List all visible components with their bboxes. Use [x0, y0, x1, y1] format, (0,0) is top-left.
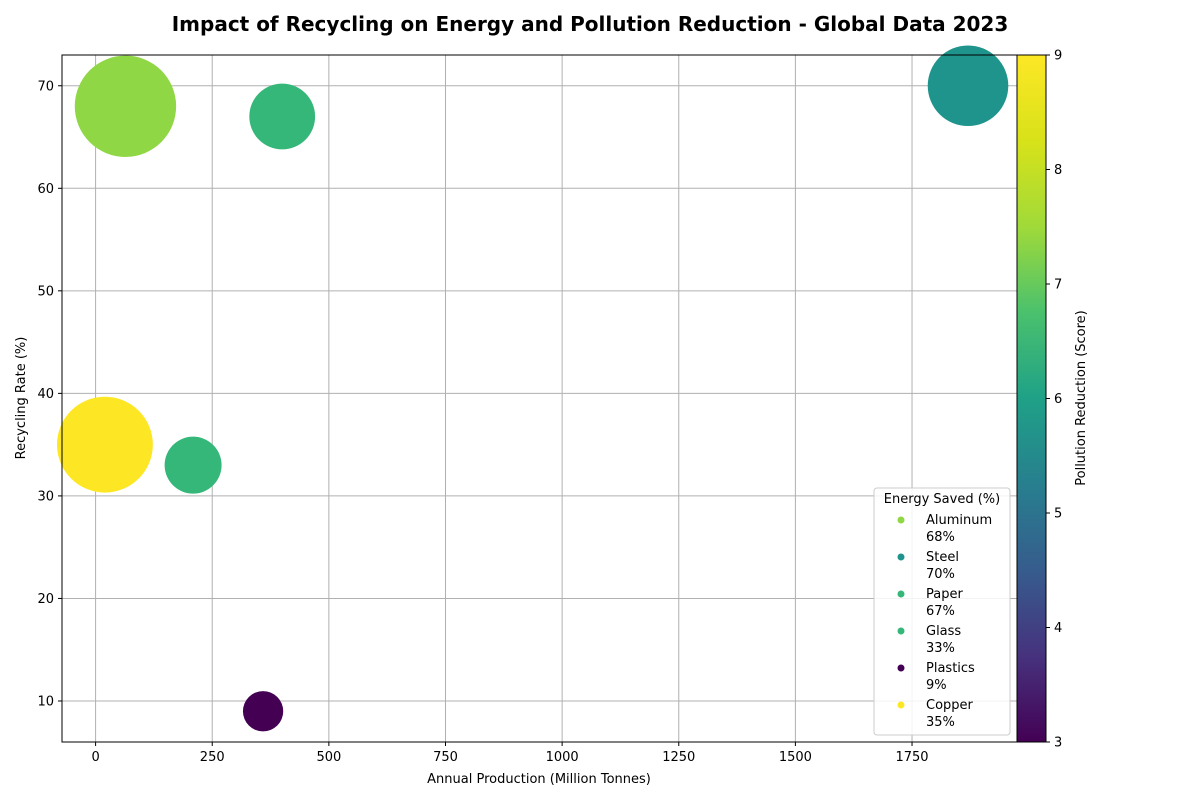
y-axis-label: Recycling Rate (%) [14, 337, 29, 460]
data-points [56, 45, 1009, 732]
legend-marker [897, 627, 905, 635]
x-tick-label: 750 [433, 750, 458, 765]
legend-label-name: Copper [926, 698, 974, 713]
legend-marker [897, 516, 905, 524]
colorbar-ticks: 3 4 5 6 7 8 9 [1046, 49, 1062, 751]
legend-box [873, 487, 1011, 736]
legend-items: Aluminum 68% Steel 70% Paper 67% Glass 33% Plast… [897, 513, 992, 730]
y-tick-label: 60 [37, 182, 54, 197]
x-tick-label: 1000 [546, 750, 579, 765]
legend-marker [897, 701, 905, 709]
colorbar-tick-label: 6 [1054, 392, 1062, 407]
y-axis-ticks: 10 20 30 40 50 60 70 [37, 79, 62, 709]
colorbar: 3 4 5 6 7 8 9 Pollution Reduction (Score) [1016, 49, 1089, 751]
legend-label-value: 33% [926, 641, 955, 656]
x-tick-label: 1500 [779, 750, 812, 765]
colorbar-label: Pollution Reduction (Score) [1074, 310, 1089, 486]
y-tick-label: 30 [37, 489, 54, 504]
x-axis-label: Annual Production (Million Tonnes) [427, 772, 651, 787]
x-tick-label: 0 [91, 750, 99, 765]
bubble-copper [56, 396, 153, 493]
y-tick-label: 10 [37, 694, 54, 709]
legend-label-name: Glass [926, 624, 961, 639]
legend-label-name: Aluminum [926, 513, 992, 528]
legend-label-value: 35% [926, 715, 955, 730]
colorbar-tick-label: 8 [1054, 163, 1062, 178]
legend-label-value: 9% [926, 678, 947, 693]
bubble-plastics [242, 691, 284, 732]
colorbar-gradient [1016, 54, 1047, 743]
legend-title: Energy Saved (%) [884, 492, 1000, 507]
legend-label-name: Plastics [926, 661, 975, 676]
grid [62, 55, 1017, 742]
legend-label-value: 70% [926, 567, 955, 582]
x-tick-label: 500 [316, 750, 341, 765]
legend-label-name: Paper [926, 587, 963, 602]
legend-label-name: Steel [926, 550, 959, 565]
y-tick-label: 70 [37, 79, 54, 94]
colorbar-tick-label: 9 [1054, 49, 1062, 64]
x-tick-label: 250 [200, 750, 225, 765]
bubble-steel [927, 45, 1009, 127]
legend-marker [897, 590, 905, 598]
y-tick-label: 50 [37, 284, 54, 299]
colorbar-tick-label: 7 [1054, 278, 1062, 293]
bubble-aluminum [74, 55, 177, 157]
y-tick-label: 20 [37, 592, 54, 607]
colorbar-tick-label: 3 [1054, 736, 1062, 751]
legend-marker [897, 553, 905, 561]
legend-label-value: 67% [926, 604, 955, 619]
bubble-glass [164, 436, 222, 494]
legend: Energy Saved (%) Aluminum 68% Steel 70% Pape… [873, 487, 1011, 736]
colorbar-tick-label: 4 [1054, 621, 1062, 636]
colorbar-tick-label: 5 [1054, 507, 1062, 522]
x-axis-ticks: 0 250 500 750 1000 1250 1500 1750 [91, 742, 929, 765]
x-tick-label: 1250 [662, 750, 695, 765]
bubble-paper [249, 83, 316, 150]
legend-marker [897, 664, 905, 672]
legend-label-value: 68% [926, 530, 955, 545]
chart-title: Impact of Recycling on Energy and Pollut… [172, 12, 1009, 36]
y-tick-label: 40 [37, 387, 54, 402]
x-tick-label: 1750 [895, 750, 928, 765]
